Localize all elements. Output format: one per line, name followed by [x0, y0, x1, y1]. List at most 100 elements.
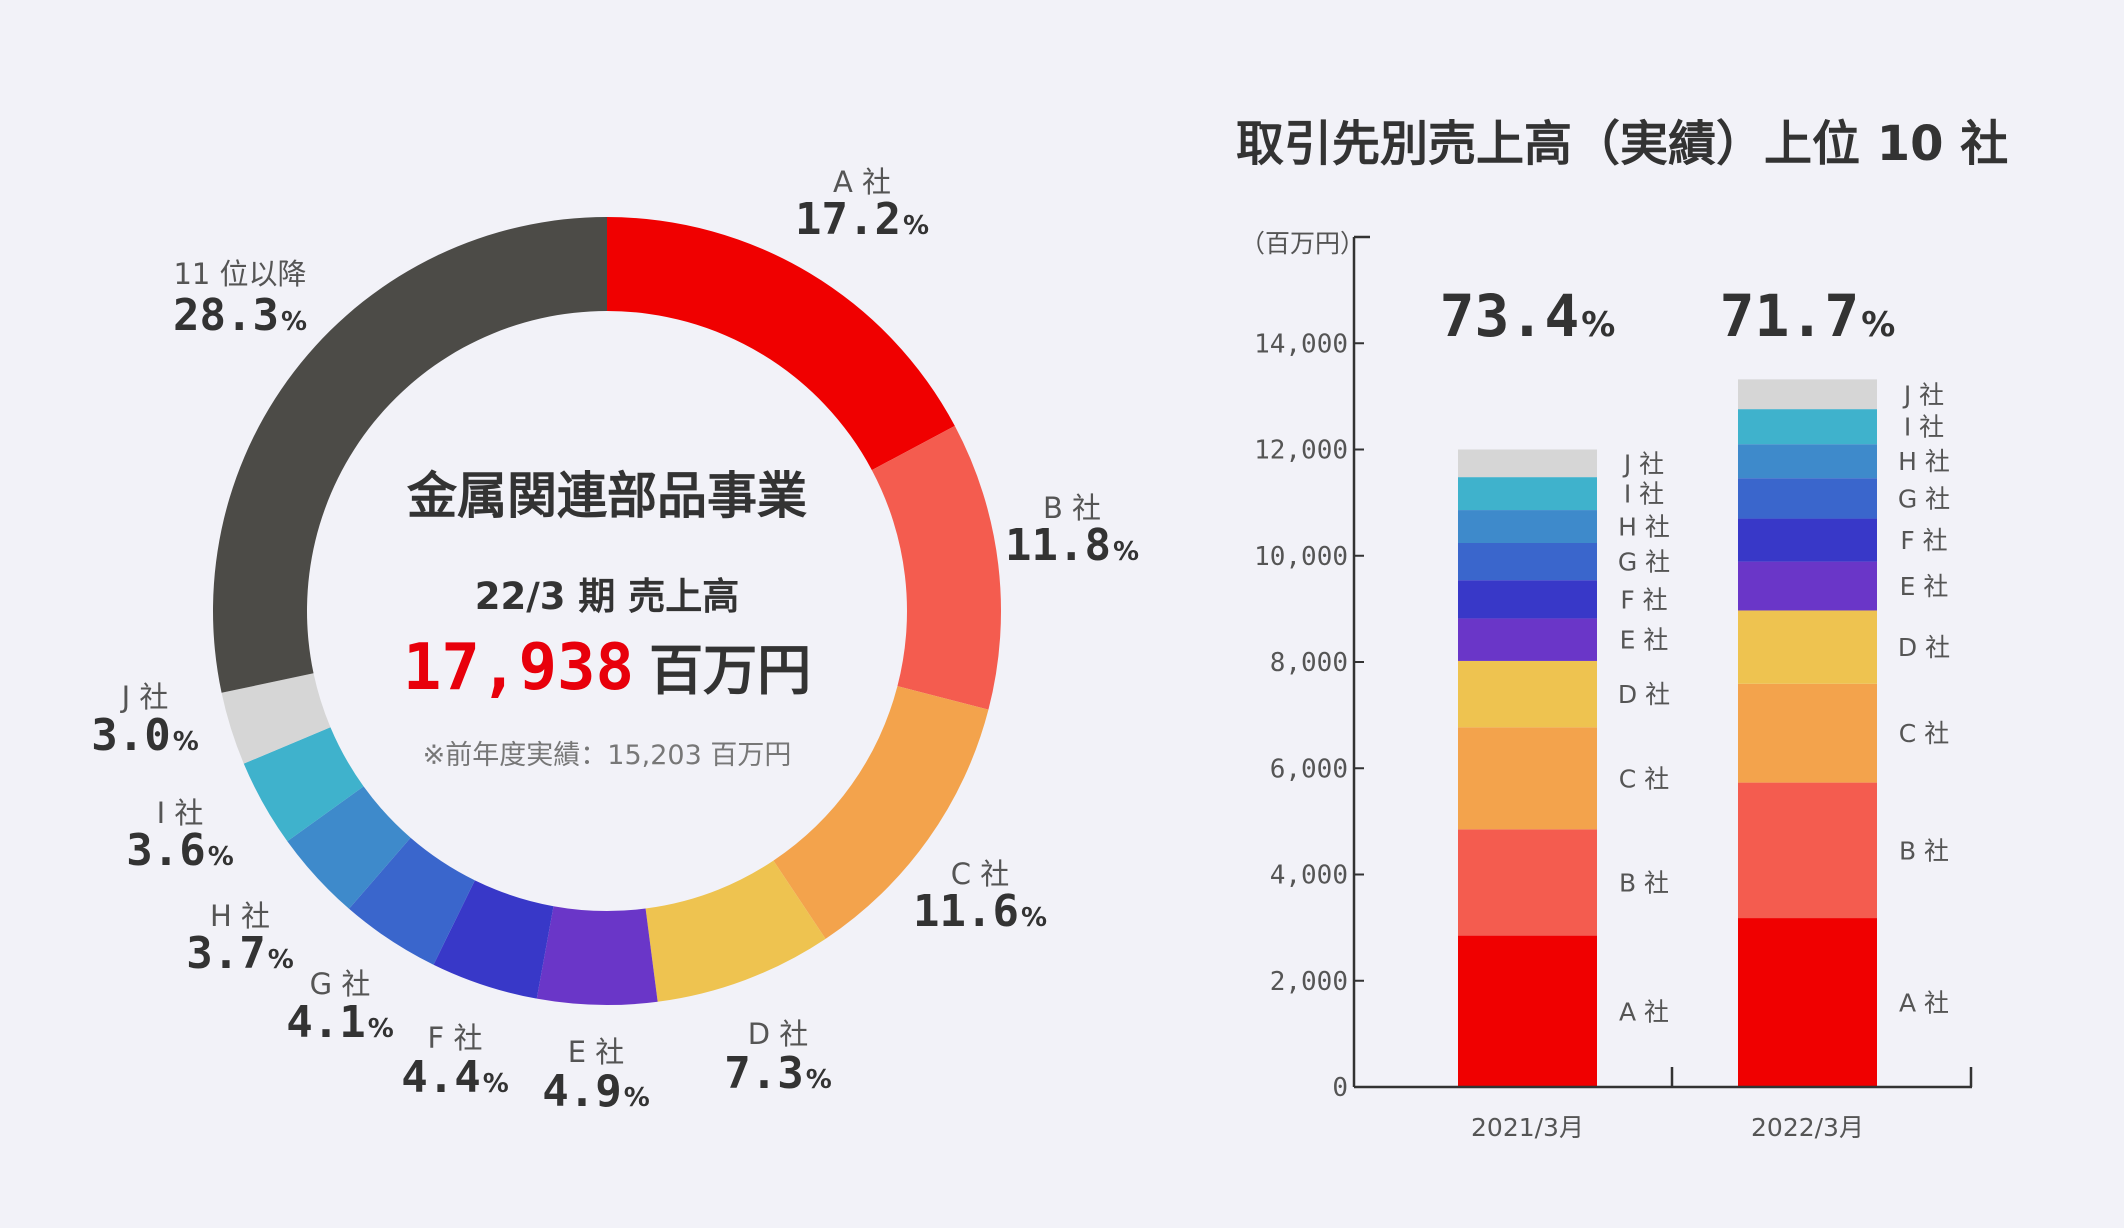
y-ticks: 0 2,000 4,000 6,000 8,000 10,000 12,000 14,000	[1254, 329, 1364, 1103]
slice-pct-unit: %	[281, 307, 307, 337]
slice-pct-label: 7.3%	[724, 1048, 832, 1099]
top10-share-value: 71.7	[1720, 282, 1860, 350]
donut-slice	[871, 425, 1001, 710]
top10-share-labels: 73.4% 71.7%	[1440, 282, 1896, 350]
segment-label: E 社	[1620, 626, 1669, 655]
bar-segment	[1738, 409, 1877, 445]
slice-pct-label: 28.3%	[173, 290, 307, 341]
segment-label: I 社	[1904, 413, 1944, 442]
donut-slice	[221, 673, 331, 764]
bar-segment	[1458, 618, 1597, 661]
segment-label: G 社	[1618, 548, 1670, 577]
segment-label: C 社	[1619, 764, 1669, 793]
bar-segment	[1738, 478, 1877, 519]
donut-slices	[213, 217, 1001, 1005]
y-tick-label: 0	[1332, 1073, 1348, 1103]
segment-label: H 社	[1898, 447, 1950, 476]
top10-share: 71.7%	[1720, 282, 1896, 350]
donut-slice	[349, 837, 475, 965]
slice-name-label: J 社	[120, 680, 169, 714]
center-note: ※前年度実績：15,203 百万円	[423, 740, 792, 771]
slice-pct-unit: %	[1021, 903, 1047, 933]
segment-label: A 社	[1899, 989, 1949, 1018]
center-total-value: 17,938	[403, 631, 634, 705]
donut-chart: A 社17.2%B 社11.8%C 社11.6%D 社7.3%E 社4.9%F …	[91, 165, 1139, 1117]
y-tick-label: 8,000	[1270, 648, 1348, 678]
donut-slice	[645, 860, 826, 1002]
x-labels: 2021/3月 2022/3月	[1471, 1113, 1864, 1142]
slice-pct-value: 11.8	[1005, 520, 1111, 571]
slice-name-label: I 社	[157, 796, 204, 830]
slice-pct-unit: %	[624, 1083, 650, 1113]
slice-pct-unit: %	[208, 842, 234, 872]
slice-pct-value: 17.2	[795, 194, 901, 245]
bar-segment	[1738, 518, 1877, 562]
donut-labels: A 社17.2%B 社11.8%C 社11.6%D 社7.3%E 社4.9%F …	[91, 165, 1139, 1117]
segment-label: J 社	[1622, 449, 1664, 478]
donut-slice	[433, 880, 554, 999]
bar-segment	[1458, 829, 1597, 936]
top10-share-value: 73.4	[1440, 282, 1580, 350]
donut-slice	[536, 906, 658, 1005]
slice-name-label: H 社	[210, 899, 270, 933]
bar-segment	[1458, 935, 1597, 1087]
slice-name-label: F 社	[428, 1021, 483, 1055]
y-tick-label: 4,000	[1270, 861, 1348, 891]
slice-name-label: 11 位以降	[173, 257, 306, 291]
slice-pct-value: 3.0	[91, 710, 170, 761]
segment-label: F 社	[1620, 585, 1667, 614]
segment-label: D 社	[1618, 680, 1670, 709]
axes	[1352, 235, 1973, 1089]
slice-pct-value: 3.7	[186, 928, 265, 979]
slice-pct-label: 3.6%	[126, 825, 234, 876]
segment-label: I 社	[1624, 480, 1664, 509]
slice-pct-unit: %	[903, 211, 929, 241]
bar-segment	[1738, 561, 1877, 611]
segment-labels: A 社B 社C 社D 社E 社F 社G 社H 社I 社J 社A 社B 社C 社D…	[1618, 380, 1950, 1026]
donut-slice	[243, 727, 364, 842]
slice-pct-unit: %	[806, 1065, 832, 1095]
y-tick-label: 14,000	[1254, 329, 1348, 359]
top10-share: 73.4%	[1440, 282, 1616, 350]
donut-slice	[287, 786, 411, 909]
center-total-unit: 百万円	[649, 639, 811, 702]
slice-name-label: C 社	[951, 857, 1009, 891]
center-period-label: 22/3 期 売上高	[475, 575, 740, 618]
slice-pct-value: 4.9	[542, 1066, 621, 1117]
slice-pct-value: 11.6	[913, 886, 1019, 937]
segment-label: C 社	[1899, 719, 1949, 748]
segment-label: F 社	[1900, 526, 1947, 555]
slice-pct-label: 3.7%	[186, 928, 294, 979]
slice-pct-value: 28.3	[173, 290, 279, 341]
stacked-bar-chart: 取引先別売上高（実績）上位 10 社 （百万円） 0 2,000 4,000 6,00…	[1236, 116, 2008, 1142]
slice-pct-value: 4.1	[286, 997, 365, 1048]
segment-label: G 社	[1898, 484, 1950, 513]
slice-name-label: A 社	[833, 165, 891, 199]
bar-segment	[1458, 449, 1597, 478]
slice-name-label: G 社	[310, 967, 371, 1001]
center-title: 金属関連部品事業	[407, 467, 807, 525]
segment-label: B 社	[1619, 868, 1669, 897]
bar-segment	[1458, 580, 1597, 619]
donut-slice	[607, 217, 955, 471]
donut-slice	[773, 686, 989, 939]
y-axis-label: （百万円）	[1240, 229, 1365, 258]
segment-label: A 社	[1619, 997, 1669, 1026]
slice-pct-value: 4.4	[401, 1052, 480, 1103]
bar-segment	[1738, 683, 1877, 783]
bar-segment	[1738, 782, 1877, 919]
y-tick-label: 10,000	[1254, 542, 1348, 572]
x-category-label: 2022/3月	[1751, 1113, 1864, 1142]
bar-chart-title: 取引先別売上高（実績）上位 10 社	[1236, 116, 2008, 172]
slice-pct-label: 17.2%	[795, 194, 929, 245]
segment-label: B 社	[1899, 836, 1949, 865]
slice-pct-label: 3.0%	[91, 710, 199, 761]
slice-pct-label: 11.8%	[1005, 520, 1139, 571]
bar-segment	[1458, 510, 1597, 543]
segment-label: D 社	[1898, 633, 1950, 662]
slice-name-label: B 社	[1043, 491, 1101, 525]
y-tick-label: 12,000	[1254, 436, 1348, 466]
donut-center: 金属関連部品事業 22/3 期 売上高 17,938 百万円 ※前年度実績：15…	[403, 467, 811, 771]
segment-label: J 社	[1902, 380, 1944, 409]
slice-pct-label: 4.9%	[542, 1066, 650, 1117]
